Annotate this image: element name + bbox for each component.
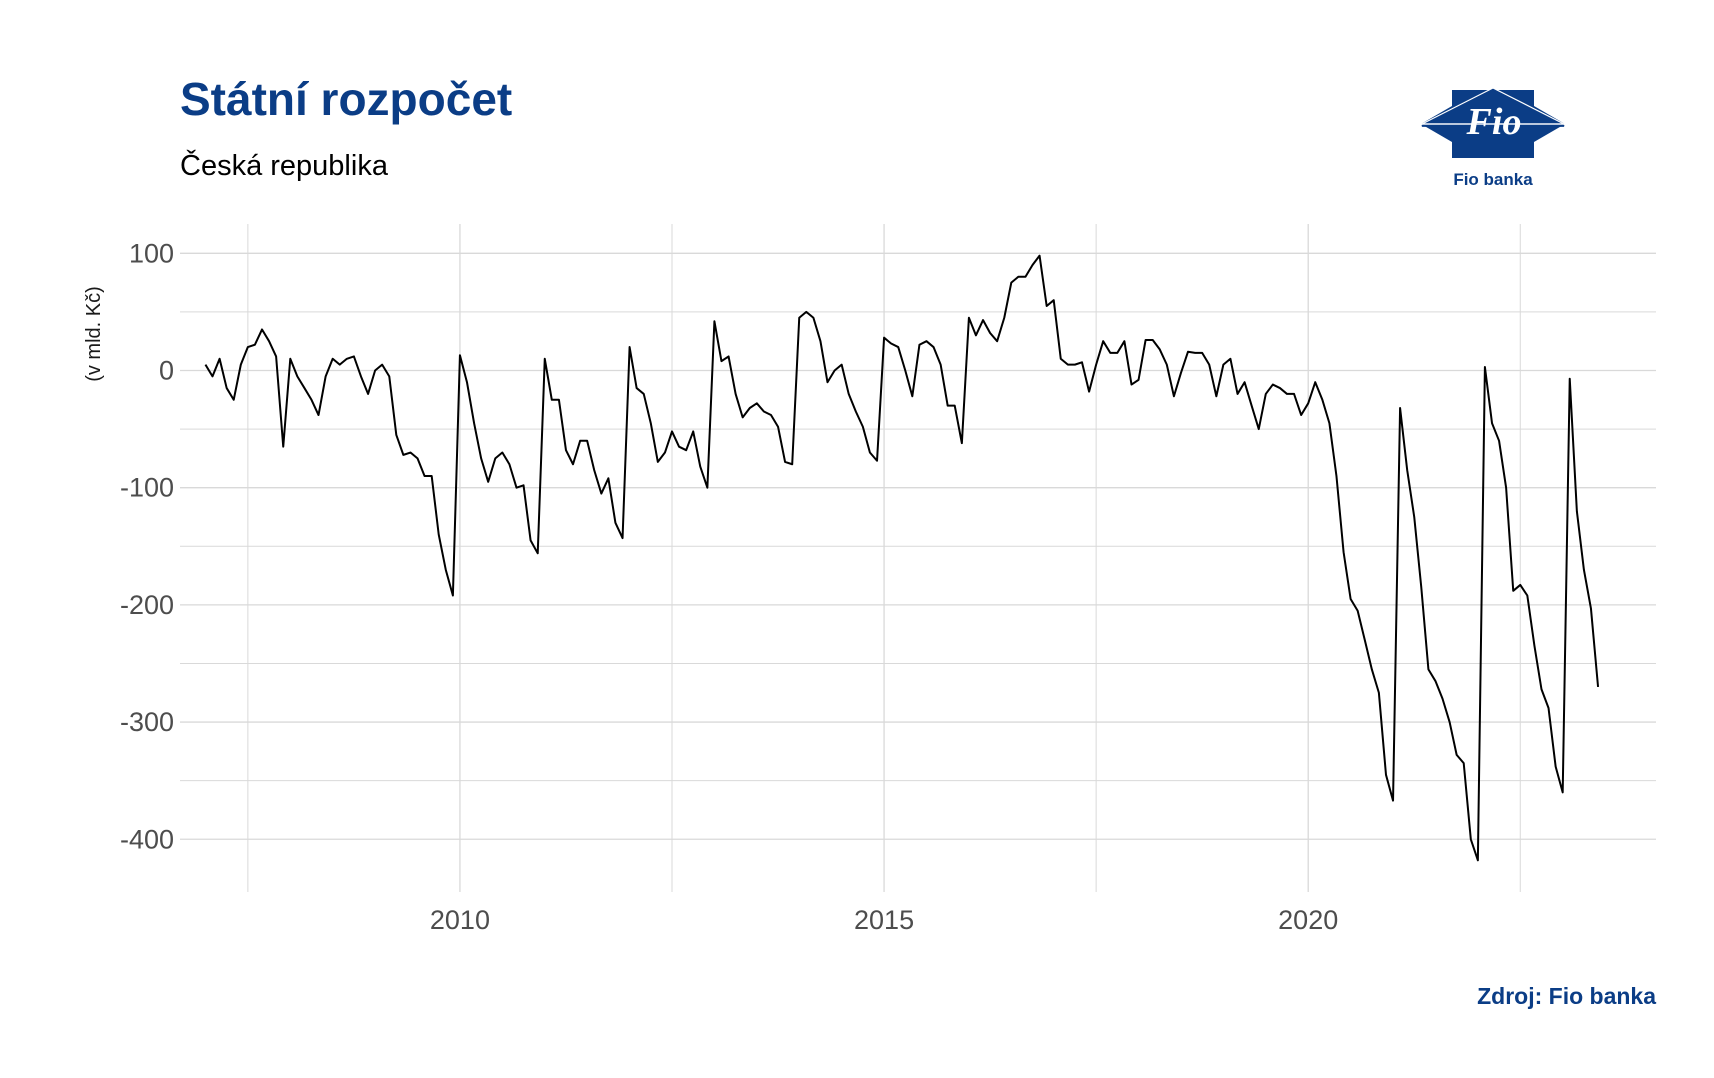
logo-caption: Fio banka [1453, 170, 1533, 189]
y-tick-label: -400 [120, 824, 174, 854]
y-tick-label: 0 [159, 355, 174, 385]
chart-subtitle: Česká republika [180, 150, 388, 182]
x-tick-label: 2020 [1278, 905, 1338, 935]
y-tick-label: 100 [129, 238, 174, 268]
y-tick-label: -100 [120, 473, 174, 503]
fio-logo-icon: Fio [1421, 87, 1565, 158]
source-note: Zdroj: Fio banka [1477, 983, 1656, 1009]
x-tick-label: 2010 [430, 905, 490, 935]
chart-title: Státní rozpočet [180, 73, 513, 125]
y-tick-label: -200 [120, 590, 174, 620]
y-axis-label: (v mld. Kč) [83, 286, 105, 382]
y-tick-label: -300 [120, 707, 174, 737]
series-line [204, 254, 1600, 862]
x-tick-label: 2015 [854, 905, 914, 935]
logo-mark-text: Fio [1466, 101, 1522, 143]
